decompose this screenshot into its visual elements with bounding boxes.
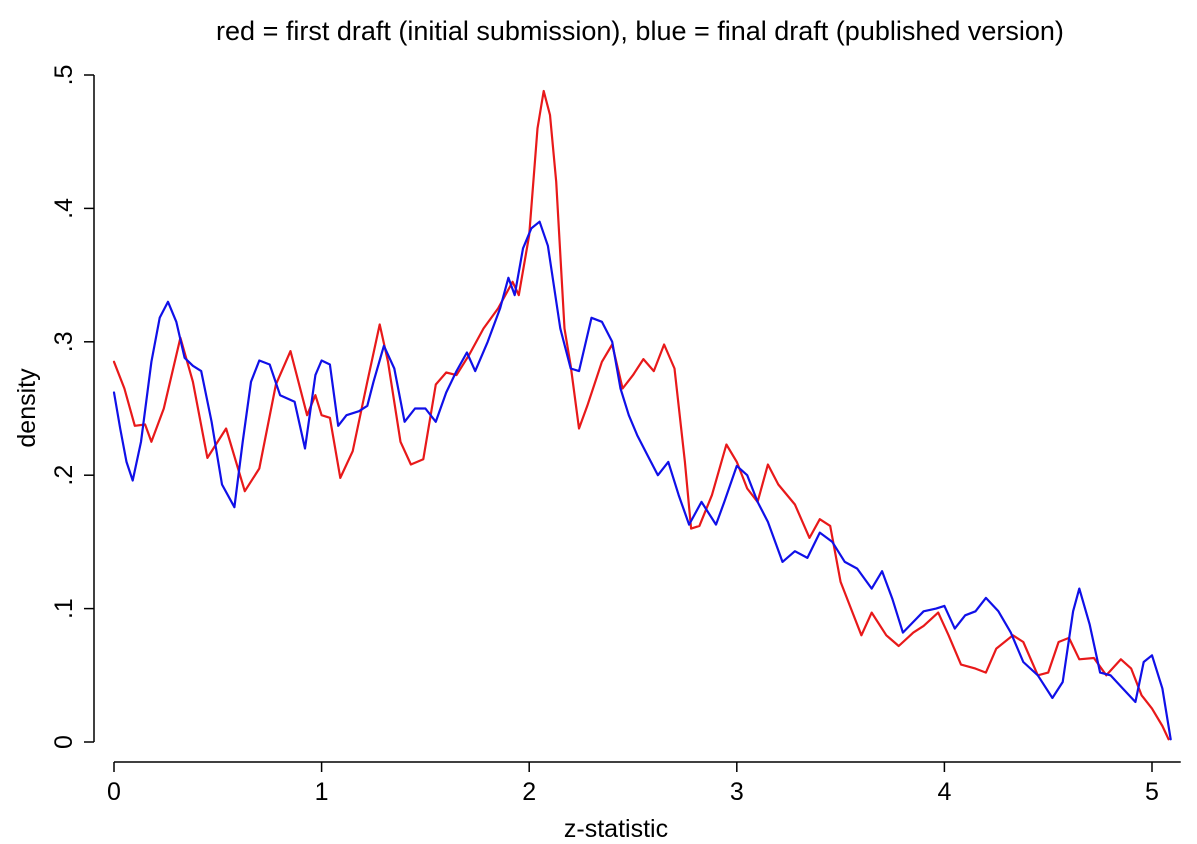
x-tick-label: 3 bbox=[730, 778, 744, 806]
series-layer bbox=[112, 89, 1172, 741]
y-tick-label: .3 bbox=[50, 331, 78, 352]
y-tick-label: .1 bbox=[50, 598, 78, 619]
x-axis-label: z-statistic bbox=[564, 815, 668, 843]
x-tick-label: 0 bbox=[107, 778, 121, 806]
x-tick-label: 1 bbox=[315, 778, 329, 806]
y-tick-label: 0 bbox=[50, 735, 78, 749]
y-tick-label: .5 bbox=[50, 65, 78, 86]
series-line-final-draft bbox=[112, 220, 1172, 741]
x-tick-label: 4 bbox=[937, 778, 951, 806]
series-line-first-draft bbox=[112, 89, 1170, 741]
y-axis-label: density bbox=[13, 368, 41, 448]
chart-title: red = first draft (initial submission), … bbox=[216, 16, 1064, 46]
axes: 0 1 2 3 4 5 0 .1 .2 .3 .4 .5 bbox=[50, 65, 1181, 806]
x-tick-label: 2 bbox=[522, 778, 536, 806]
y-tick-label: .4 bbox=[50, 198, 78, 219]
y-tick-label: .2 bbox=[50, 465, 78, 486]
x-tick-label: 5 bbox=[1145, 778, 1159, 806]
